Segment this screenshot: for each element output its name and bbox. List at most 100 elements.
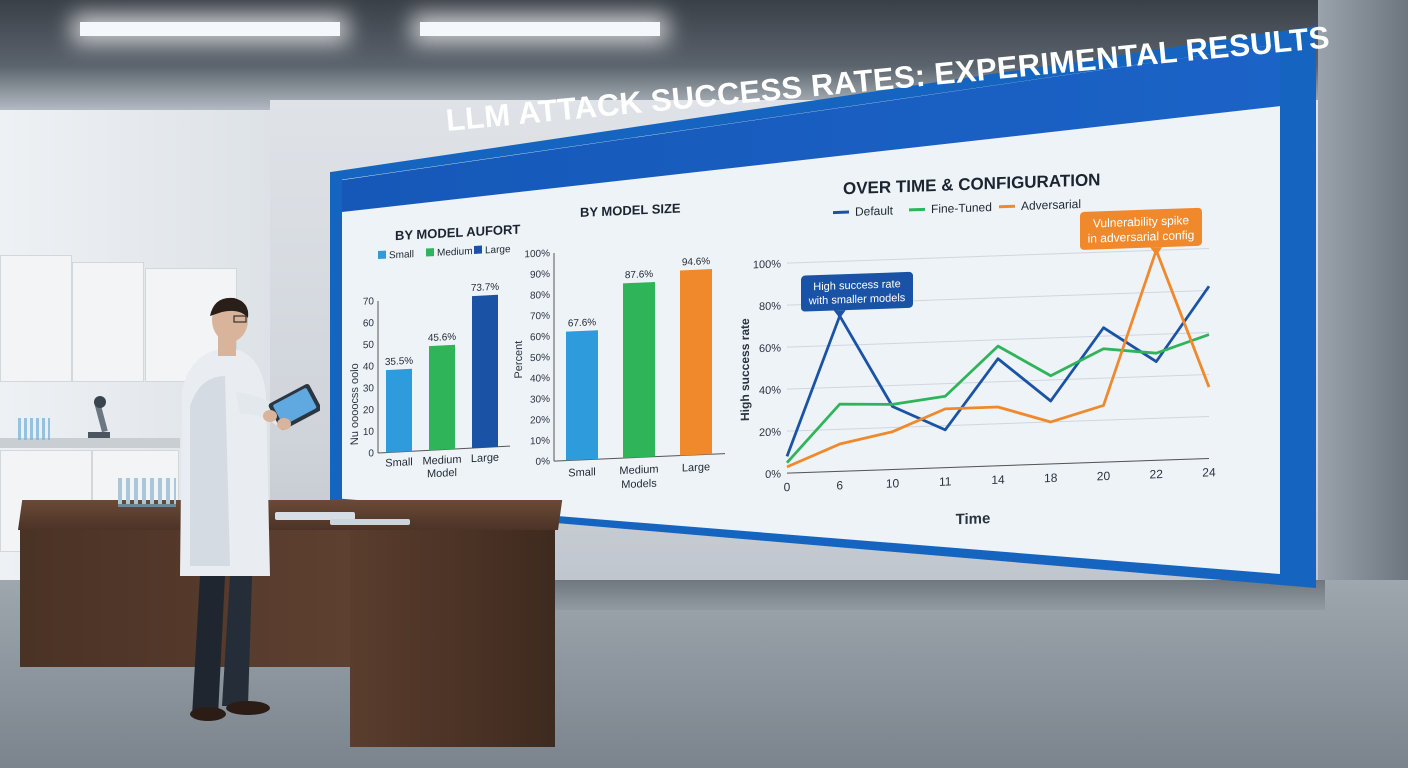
chart-title: OVER TIME & CONFIGURATION xyxy=(843,170,1100,198)
scientist-figure xyxy=(180,297,320,721)
series-line xyxy=(786,248,1211,469)
y-tick-label: 70% xyxy=(530,311,550,323)
series-line xyxy=(785,285,1211,457)
x-tick-label: 6 xyxy=(836,478,843,492)
y-tick-label: 0 xyxy=(368,448,374,459)
annotation-text: in adversarial config xyxy=(1088,228,1195,246)
lab-counter xyxy=(0,438,180,448)
x-axis-label: Time xyxy=(956,510,991,528)
y-tick-label: 40 xyxy=(363,361,375,373)
x-tick-label: 22 xyxy=(1150,467,1164,481)
annotation-text: High success rate xyxy=(813,278,900,293)
x-tick-label: Models xyxy=(621,478,657,492)
y-tick-label: 20% xyxy=(759,426,781,439)
legend-label: Large xyxy=(485,244,511,256)
gridline xyxy=(787,247,1209,264)
bar xyxy=(623,281,655,459)
gridline xyxy=(787,373,1209,390)
x-tick-label: Model xyxy=(427,467,457,481)
annotation-box xyxy=(801,271,913,312)
data-label: 35.5% xyxy=(385,356,413,368)
bar xyxy=(386,368,412,453)
legend-swatch xyxy=(833,210,849,215)
bar xyxy=(429,344,455,451)
bar xyxy=(680,269,712,456)
legend-label: Medium xyxy=(437,246,473,259)
chart-by-model-size: BY MODEL SIZE 0% 10% 20% 30% 40% 50% 60% 70% 80%… xyxy=(513,201,725,492)
y-axis-label: Nu oooocss oolo xyxy=(349,363,361,446)
y-tick-label: 30 xyxy=(363,383,375,395)
y-tick-label: 10% xyxy=(530,435,550,447)
y-tick-label: 30% xyxy=(530,394,550,406)
legend-label: Small xyxy=(389,249,414,261)
data-label: 87.6% xyxy=(625,269,653,281)
tablet-on-desk xyxy=(275,512,355,520)
bar xyxy=(472,294,498,449)
y-tick-label: 20% xyxy=(530,415,550,427)
data-label: 67.6% xyxy=(568,317,596,329)
data-label: 73.7% xyxy=(471,282,499,294)
annotation-text: Vulnerability spike xyxy=(1093,213,1190,230)
y-tick-label: 50 xyxy=(363,340,375,352)
x-tick-label: 10 xyxy=(886,476,900,490)
y-tick-label: 80% xyxy=(759,300,781,313)
x-tick-label: 20 xyxy=(1097,469,1111,483)
legend-swatch xyxy=(426,248,434,257)
baseboard xyxy=(555,580,1325,610)
y-tick-label: 20 xyxy=(363,405,375,417)
legend-label: Fine-Tuned xyxy=(931,200,992,216)
annotation-pointer xyxy=(833,310,846,319)
chart-over-time: OVER TIME & CONFIGURATION Default Fine-Tu… xyxy=(738,170,1216,528)
wall-cabinet xyxy=(0,255,72,382)
ceiling-light xyxy=(420,22,660,36)
chart-title: BY MODEL AUFORT xyxy=(395,222,520,244)
legend-swatch xyxy=(378,250,386,260)
y-tick-label: 70 xyxy=(363,296,375,308)
legend-swatch xyxy=(909,207,925,212)
y-tick-label: 50% xyxy=(530,352,550,364)
x-tick-label: 0 xyxy=(784,480,791,494)
x-tick-label: Small xyxy=(568,466,596,479)
data-label: 45.6% xyxy=(428,332,456,344)
microscope-icon xyxy=(88,396,110,438)
legend-swatch xyxy=(474,245,482,254)
test-tubes xyxy=(18,418,50,440)
y-tick-label: 10 xyxy=(363,426,375,438)
annotation-box xyxy=(1080,207,1202,250)
tube-rack xyxy=(118,478,176,507)
y-axis-label: Percent xyxy=(513,340,525,378)
y-tick-label: 90% xyxy=(530,269,550,281)
y-axis-label: High success rate xyxy=(738,318,752,421)
x-tick-label: 11 xyxy=(939,474,952,488)
ceiling-light xyxy=(80,22,340,36)
legend-label: Adversarial xyxy=(1021,197,1081,213)
y-tick-label: 0% xyxy=(765,468,781,481)
wall-cabinet xyxy=(72,262,144,382)
bar xyxy=(566,330,598,461)
desk-front xyxy=(350,525,555,747)
y-tick-label: 100% xyxy=(524,248,550,260)
x-tick-label: Medium xyxy=(422,454,461,468)
x-tick-label: 24 xyxy=(1202,465,1216,479)
x-axis xyxy=(787,457,1209,474)
chart-by-model-aufort: BY MODEL AUFORT Small Medium Large 0 10 20 30… xyxy=(349,222,520,481)
x-tick-label: 14 xyxy=(991,473,1005,487)
gridline xyxy=(787,415,1209,432)
y-tick-label: 40% xyxy=(759,384,781,397)
y-tick-label: 100% xyxy=(753,258,781,271)
y-tick-label: 40% xyxy=(530,373,550,385)
y-tick-label: 60% xyxy=(530,331,550,343)
annotation-pointer xyxy=(1150,247,1163,256)
x-tick-label: Small xyxy=(385,456,412,469)
x-tick-label: Large xyxy=(682,461,710,474)
data-label: 94.6% xyxy=(682,256,710,268)
y-tick-label: 80% xyxy=(530,290,550,302)
paper-on-desk xyxy=(330,519,410,525)
annotation-text: with smaller models xyxy=(808,292,906,307)
chart-title: BY MODEL SIZE xyxy=(580,201,681,220)
x-tick-label: Large xyxy=(471,452,499,465)
x-tick-label: Medium xyxy=(619,464,658,478)
y-tick-label: 0% xyxy=(536,456,551,468)
legend-label: Default xyxy=(855,203,894,218)
